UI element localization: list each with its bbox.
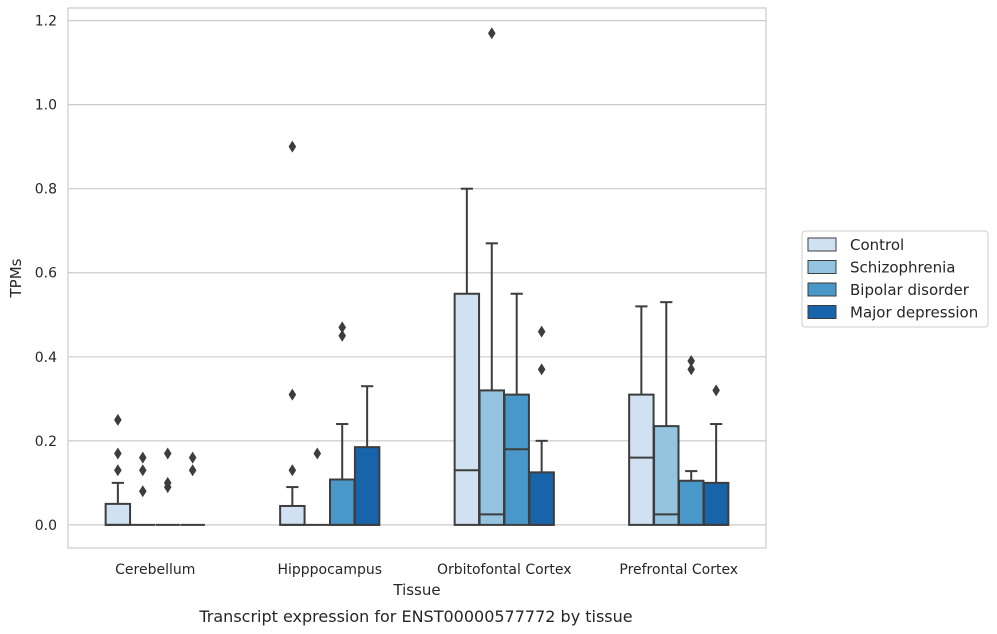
legend-swatch: [807, 237, 837, 252]
box-bipolar-disorder: [503, 292, 530, 526]
x-tick-label: Orbitofontal Cortex: [437, 562, 572, 578]
box-control: [453, 187, 481, 526]
outlier-point: [288, 464, 297, 477]
outlier-point: [487, 27, 496, 40]
legend-label: Major depression: [850, 304, 978, 322]
outlier-point: [138, 485, 147, 498]
y-tick-label: 1.0: [35, 98, 57, 114]
legend: Control Schizophrenia Bipolar disorder Majo…: [801, 230, 989, 328]
box: [503, 393, 530, 526]
legend-swatch: [807, 305, 837, 319]
box-bipolar-disorder: [328, 321, 356, 526]
box: [677, 479, 705, 526]
box-schizophrenia: [478, 27, 506, 526]
legend-label: Schizophrenia: [850, 259, 955, 277]
outlier-point: [288, 140, 297, 153]
outlier-point: [338, 329, 347, 342]
box-schizophrenia: [130, 451, 156, 526]
box-control: [104, 413, 132, 526]
box: [353, 446, 381, 526]
box-bipolar-disorder: [155, 447, 180, 526]
outlier-point: [163, 447, 172, 460]
boxes: [104, 27, 730, 526]
box-major-depression: [353, 385, 381, 526]
legend-swatch: [807, 260, 837, 274]
box: [279, 504, 306, 526]
legend-swatch: [807, 282, 837, 297]
legend-frame: [801, 230, 989, 328]
y-tick-label: 0.0: [35, 518, 57, 534]
x-tick-label: Hipppocampus: [277, 562, 382, 578]
x-tick-label: Prefrontal Cortex: [619, 562, 738, 578]
y-tick-label: 0.8: [35, 182, 57, 198]
outlier-point: [188, 464, 197, 477]
box-major-depression: [702, 384, 730, 526]
gridlines: [68, 20, 766, 526]
y-tick-labels: 0.0 0.2 0.4 0.6 0.8 1.0 1.2: [35, 14, 57, 534]
outlier-point: [338, 321, 347, 334]
box-schizophrenia: [305, 447, 330, 526]
outlier-point: [313, 447, 322, 460]
box-schizophrenia: [653, 301, 680, 526]
box-control: [628, 305, 655, 526]
outlier-point: [114, 464, 122, 477]
outlier-point: [288, 388, 297, 401]
box: [528, 471, 555, 526]
outlier-point: [712, 384, 720, 397]
outlier-point: [188, 451, 197, 464]
box: [628, 393, 655, 526]
figure-caption: Transcript expression for ENST0000057777…: [198, 607, 632, 626]
y-tick-label: 0.6: [35, 266, 57, 282]
outlier-point: [114, 413, 122, 426]
box: [328, 478, 356, 526]
box-major-depression: [528, 325, 555, 526]
outlier-point: [138, 464, 147, 477]
x-axis-label: Tissue: [392, 581, 440, 599]
y-tick-label: 0.4: [35, 350, 57, 366]
outlier-point: [687, 354, 696, 367]
plot-area: [67, 7, 767, 549]
box-bipolar-disorder: [677, 354, 705, 526]
y-tick-label: 1.2: [35, 14, 57, 30]
box-control: [279, 140, 306, 526]
y-axis-label: TPMs: [7, 258, 25, 298]
legend-label: Control: [850, 236, 904, 254]
box: [653, 425, 680, 526]
outlier-point: [138, 451, 147, 464]
box: [104, 502, 132, 526]
y-tick-label: 0.2: [35, 434, 57, 450]
box: [702, 481, 730, 526]
box: [478, 389, 506, 526]
outlier-point: [687, 363, 696, 376]
legend-label: Bipolar disorder: [850, 281, 970, 299]
x-tick-label: Cerebellum: [115, 562, 195, 578]
outlier-point: [537, 363, 546, 376]
outlier-point: [114, 447, 122, 460]
outlier-point: [537, 325, 546, 338]
box: [453, 292, 481, 526]
outlier-point: [163, 476, 172, 489]
x-tick-labels: Cerebellum Hipppocampus Orbitofontal Corte…: [115, 562, 738, 578]
box-major-depression: [180, 451, 205, 526]
